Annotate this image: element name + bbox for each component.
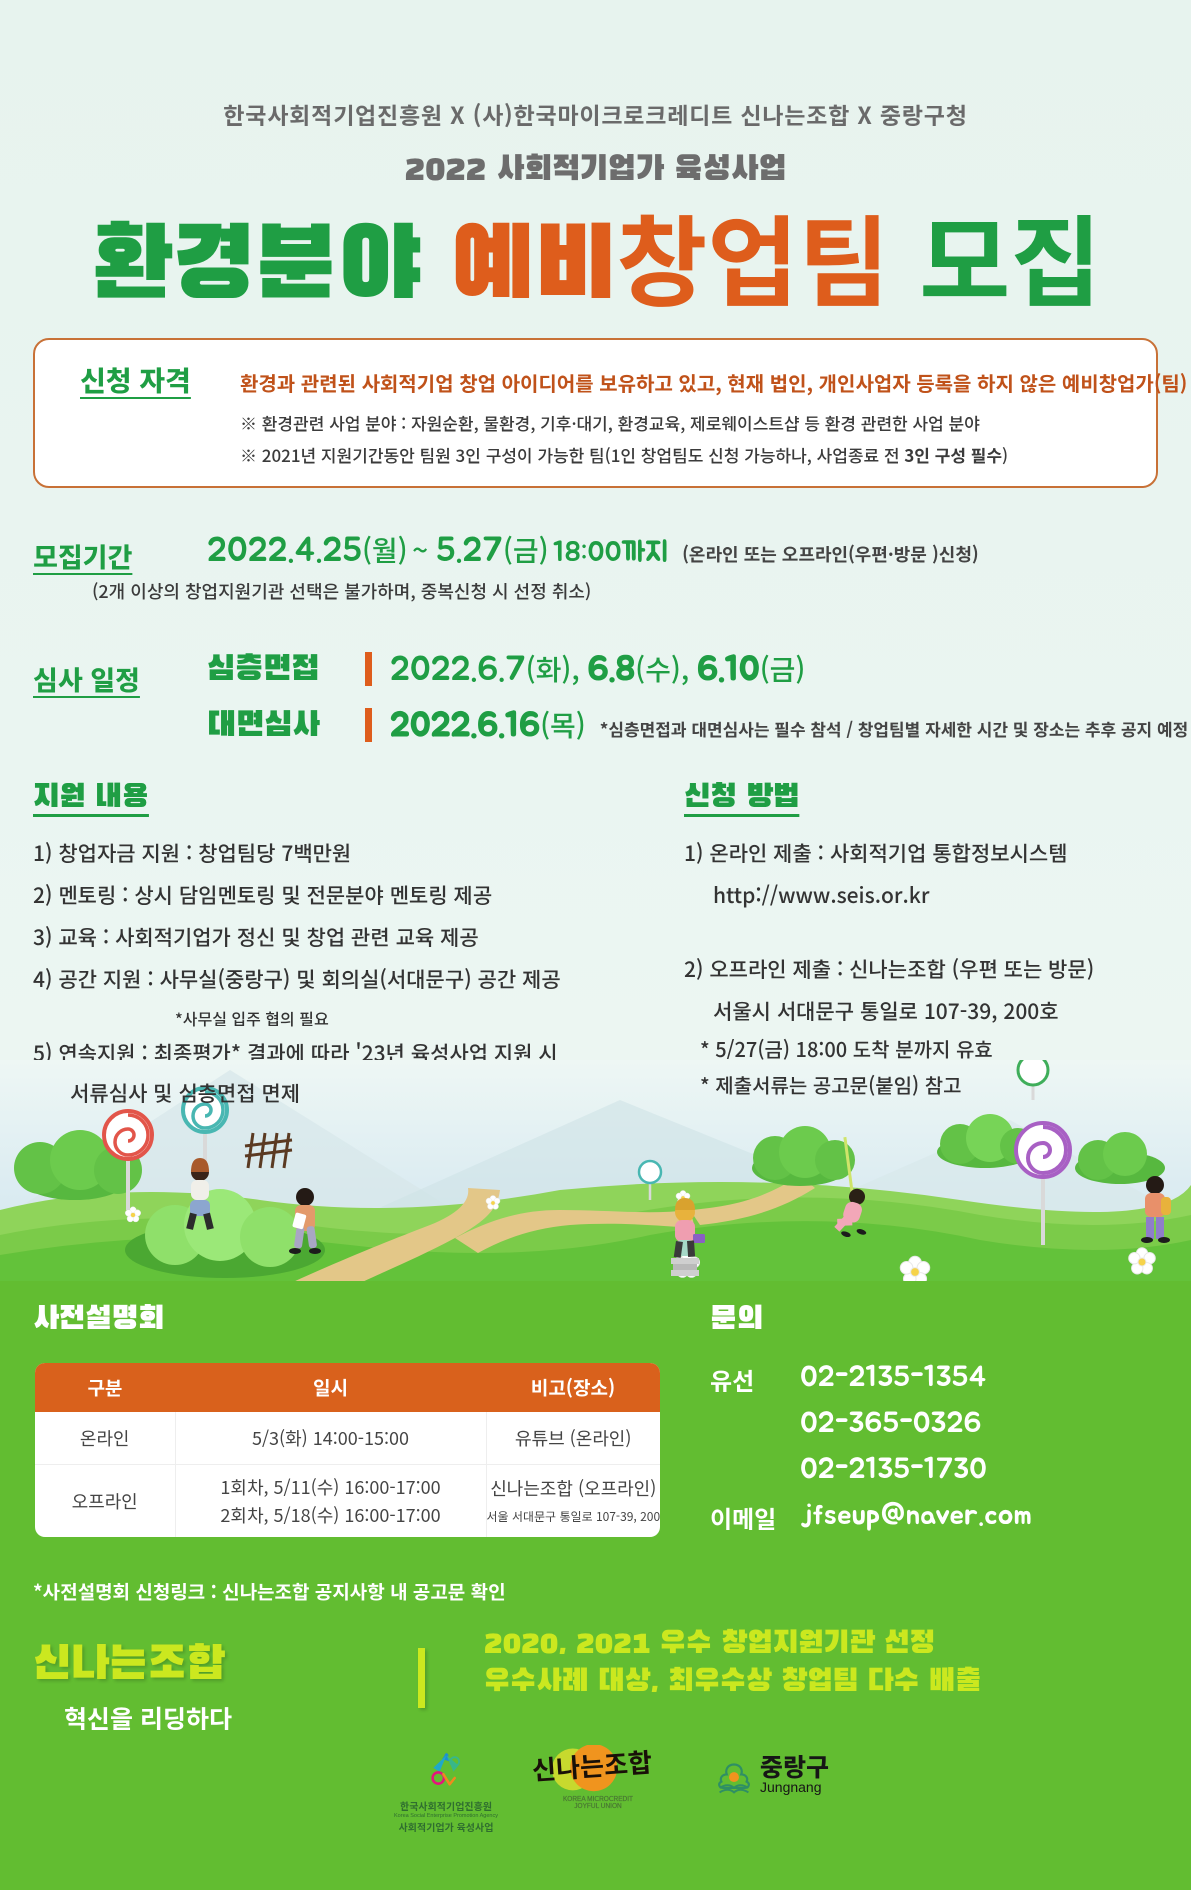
svg-text:신나는조합: 신나는조합 <box>531 1745 653 1788</box>
